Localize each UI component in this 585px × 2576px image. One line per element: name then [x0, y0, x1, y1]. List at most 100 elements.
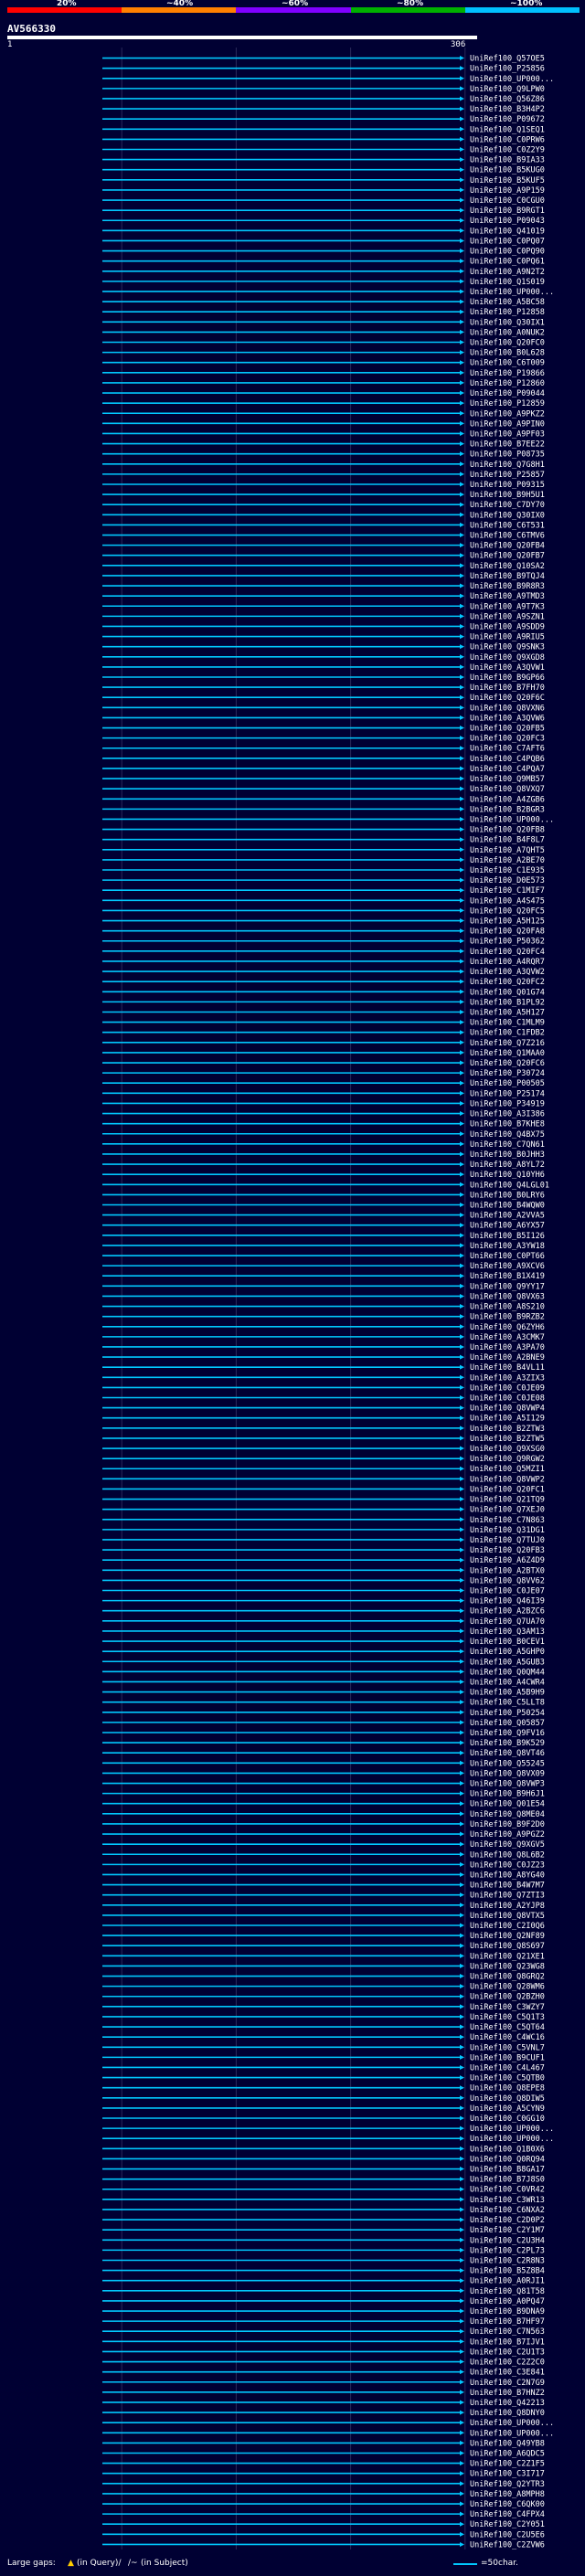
- hit-label[interactable]: UniRef100_A8MPH8: [470, 2490, 545, 2499]
- hit-label[interactable]: UniRef100_Q8ME04: [470, 1810, 545, 1819]
- hit-label[interactable]: UniRef100_Q1MAA0: [470, 1049, 545, 1058]
- hit-label[interactable]: UniRef100_Q8VT46: [470, 1749, 545, 1758]
- hit-label[interactable]: UniRef100_Q42213: [470, 2399, 545, 2408]
- hit-label[interactable]: UniRef100_B9F2D0: [470, 1820, 545, 1829]
- hit-label[interactable]: UniRef100_A5H125: [470, 917, 545, 927]
- hit-label[interactable]: UniRef100_P50362: [470, 938, 545, 947]
- hit-label[interactable]: UniRef100_Q23WG8: [470, 1962, 545, 1971]
- hit-label[interactable]: UniRef100_P19866: [470, 369, 545, 378]
- hit-label[interactable]: UniRef100_B9GP66: [470, 673, 545, 683]
- hit-label[interactable]: UniRef100_A0NUK2: [470, 328, 545, 337]
- hit-label[interactable]: UniRef100_Q8VWP3: [470, 1780, 545, 1789]
- hit-label[interactable]: UniRef100_C0JE09: [470, 1383, 545, 1393]
- hit-label[interactable]: UniRef100_A3PA70: [470, 1343, 545, 1352]
- hit-label[interactable]: UniRef100_Q20FB4: [470, 542, 545, 551]
- hit-label[interactable]: UniRef100_Q1S019: [470, 278, 545, 287]
- hit-label[interactable]: UniRef100_Q2BZH0: [470, 1993, 545, 2002]
- hit-label[interactable]: UniRef100_C7AFT6: [470, 745, 545, 754]
- hit-label[interactable]: UniRef100_C2U3H4: [470, 2236, 545, 2245]
- hit-label[interactable]: UniRef100_C7QN61: [470, 1140, 545, 1150]
- hit-label[interactable]: UniRef100_P12858: [470, 308, 545, 317]
- hit-label[interactable]: UniRef100_P25856: [470, 65, 545, 74]
- hit-label[interactable]: UniRef100_Q7XEJ0: [470, 1506, 545, 1515]
- hit-label[interactable]: UniRef100_C3WZY7: [470, 2003, 545, 2012]
- hit-label[interactable]: UniRef100_C6T009: [470, 359, 545, 368]
- hit-label[interactable]: UniRef100_A9XCV6: [470, 1262, 545, 1271]
- hit-label[interactable]: UniRef100_C2U1T3: [470, 2348, 545, 2357]
- hit-label[interactable]: UniRef100_B2ZTW5: [470, 1435, 545, 1444]
- hit-label[interactable]: UniRef100_A2YJP8: [470, 1902, 545, 1911]
- hit-label[interactable]: UniRef100_A3CMK7: [470, 1333, 545, 1342]
- hit-label[interactable]: UniRef100_B9R8R3: [470, 582, 545, 591]
- hit-label[interactable]: UniRef100_A2BNE9: [470, 1353, 545, 1362]
- hit-label[interactable]: UniRef100_Q9YY17: [470, 1282, 545, 1291]
- hit-label[interactable]: UniRef100_Q6ZYH6: [470, 1323, 545, 1332]
- hit-label[interactable]: UniRef100_Q9XGV5: [470, 1840, 545, 1850]
- hit-label[interactable]: UniRef100_A8YG40: [470, 1871, 545, 1880]
- hit-label[interactable]: UniRef100_A5H127: [470, 1008, 545, 1017]
- hit-label[interactable]: UniRef100_Q8GRQ2: [470, 1973, 545, 1982]
- hit-label[interactable]: UniRef100_A9N2T2: [470, 268, 545, 277]
- hit-label[interactable]: UniRef100_Q20FB3: [470, 1546, 545, 1555]
- hit-label[interactable]: UniRef100_Q41019: [470, 227, 545, 236]
- hit-label[interactable]: UniRef100_A0RJI1: [470, 2277, 545, 2286]
- hit-label[interactable]: UniRef100_P50254: [470, 1709, 545, 1718]
- hit-label[interactable]: UniRef100_C4PQB6: [470, 755, 545, 764]
- hit-label[interactable]: UniRef100_C0VR42: [470, 2186, 545, 2195]
- hit-label[interactable]: UniRef100_Q81T58: [470, 2287, 545, 2296]
- hit-label[interactable]: UniRef100_Q7UA70: [470, 1617, 545, 1627]
- hit-label[interactable]: UniRef100_Q01E54: [470, 1800, 545, 1809]
- hit-label[interactable]: UniRef100_C7DY70: [470, 501, 545, 510]
- hit-label[interactable]: UniRef100_UP000...: [470, 815, 554, 824]
- hit-label[interactable]: UniRef100_P00505: [470, 1079, 545, 1088]
- hit-label[interactable]: UniRef100_C0PQ90: [470, 248, 545, 257]
- hit-label[interactable]: UniRef100_Q20FC4: [470, 948, 545, 957]
- hit-label[interactable]: UniRef100_C1MLM9: [470, 1019, 545, 1028]
- hit-label[interactable]: UniRef100_A6QDC5: [470, 2449, 545, 2458]
- hit-label[interactable]: UniRef100_C2Z1F5: [470, 2460, 545, 2469]
- hit-label[interactable]: UniRef100_Q1SEQ1: [470, 125, 545, 134]
- hit-label[interactable]: UniRef100_B7HNZ2: [470, 2389, 545, 2398]
- hit-label[interactable]: UniRef100_C0PRW6: [470, 135, 545, 144]
- hit-label[interactable]: UniRef100_C4WC16: [470, 2033, 545, 2042]
- hit-label[interactable]: UniRef100_B0JHH3: [470, 1150, 545, 1160]
- hit-label[interactable]: UniRef100_C3I717: [470, 2470, 545, 2479]
- hit-label[interactable]: UniRef100_A3YW18: [470, 1242, 545, 1251]
- hit-label[interactable]: UniRef100_A2BTX0: [470, 1566, 545, 1575]
- hit-label[interactable]: UniRef100_UP000...: [470, 2135, 554, 2144]
- hit-label[interactable]: UniRef100_C2U5E6: [470, 2530, 545, 2539]
- hit-label[interactable]: UniRef100_B9IA33: [470, 156, 545, 165]
- hit-label[interactable]: UniRef100_A5B9H9: [470, 1689, 545, 1698]
- hit-label[interactable]: UniRef100_Q9LPW0: [470, 85, 545, 94]
- hit-label[interactable]: UniRef100_Q8DNY0: [470, 2409, 545, 2418]
- hit-label[interactable]: UniRef100_A5I129: [470, 1415, 545, 1424]
- hit-label[interactable]: UniRef100_A4S475: [470, 896, 545, 906]
- hit-label[interactable]: UniRef100_B0CEV1: [470, 1638, 545, 1647]
- hit-label[interactable]: UniRef100_B3H4P2: [470, 105, 545, 114]
- hit-label[interactable]: UniRef100_B5I126: [470, 1232, 545, 1241]
- hit-label[interactable]: UniRef100_Q9RGW2: [470, 1455, 545, 1464]
- hit-label[interactable]: UniRef100_Q01G74: [470, 988, 545, 997]
- hit-label[interactable]: UniRef100_B4WQW0: [470, 1201, 545, 1210]
- hit-label[interactable]: UniRef100_A4CWR4: [470, 1678, 545, 1687]
- hit-label[interactable]: UniRef100_Q10SA2: [470, 562, 545, 571]
- hit-label[interactable]: UniRef100_B1PL92: [470, 998, 545, 1007]
- hit-label[interactable]: UniRef100_Q7G8H1: [470, 461, 545, 470]
- hit-label[interactable]: UniRef100_A9T7K3: [470, 602, 545, 611]
- hit-label[interactable]: UniRef100_A0PQ47: [470, 2297, 545, 2306]
- hit-label[interactable]: UniRef100_UP000...: [470, 75, 554, 84]
- hit-label[interactable]: UniRef100_A3QVW6: [470, 714, 545, 723]
- hit-label[interactable]: UniRef100_C3WR13: [470, 2196, 545, 2205]
- hit-label[interactable]: UniRef100_Q20FC1: [470, 1485, 545, 1494]
- hit-label[interactable]: UniRef100_B7HF97: [470, 2317, 545, 2327]
- hit-label[interactable]: UniRef100_Q8L6B2: [470, 1850, 545, 1860]
- hit-label[interactable]: UniRef100_B5Z8B4: [470, 2267, 545, 2276]
- hit-label[interactable]: UniRef100_A9TMD3: [470, 592, 545, 601]
- hit-label[interactable]: UniRef100_B8GA17: [470, 2166, 545, 2175]
- hit-label[interactable]: UniRef100_A4ZGB6: [470, 795, 545, 804]
- hit-label[interactable]: UniRef100_P12859: [470, 399, 545, 408]
- hit-label[interactable]: UniRef100_C6TMV6: [470, 532, 545, 541]
- hit-label[interactable]: UniRef100_B4F8L7: [470, 836, 545, 845]
- hit-label[interactable]: UniRef100_A9SDD9: [470, 622, 545, 631]
- hit-label[interactable]: UniRef100_B5KUF5: [470, 176, 545, 186]
